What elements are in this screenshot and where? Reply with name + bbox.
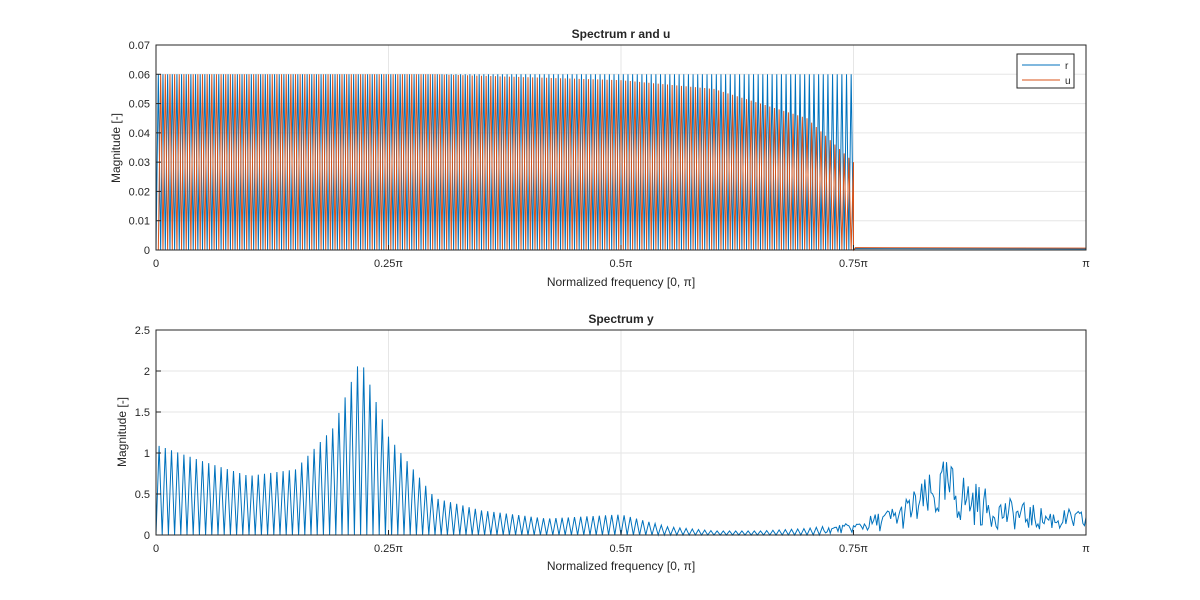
x-tick-label: 0.5π: [610, 258, 633, 270]
x-tick-label: π: [1082, 543, 1090, 555]
x-tick-label: 0.25π: [374, 258, 403, 270]
x-tick-label: 0.75π: [839, 258, 868, 270]
y-tick-label: 0: [144, 530, 150, 542]
chart-title: Spectrum r and u: [572, 27, 671, 41]
series-line-u: [157, 74, 1087, 252]
axes-spectrum-y: 0 0.25π 0.5π 0.75π π00.511.522.5 Spectrum y …: [115, 312, 1090, 573]
x-tick-label: 0: [153, 258, 159, 270]
chart-title: Spectrum y: [588, 312, 654, 326]
series-group: [155, 74, 1087, 252]
y-tick-label: 0.06: [129, 69, 150, 81]
x-axis-label: Normalized frequency [0, π]: [547, 275, 695, 289]
axes-spectrum-r-u: 0 0.25π 0.5π 0.75π π 0 0.01 0.02 0.03 0.04 0.05 0.0…: [109, 27, 1090, 289]
y-tick-label: 0.5: [135, 489, 150, 501]
ticks: 0 0.25π 0.5π 0.75π π 0 0.5 1 1.5 2 2.5: [135, 325, 1091, 555]
y-tick-label: 0.03: [129, 157, 150, 169]
y-tick-label: 2: [144, 366, 150, 378]
y-tick-label: 0.01: [129, 216, 150, 228]
y-axis-label: Magnitude [-]: [115, 397, 129, 467]
legend-box: [1016, 53, 1075, 89]
x-tick-label: 0: [153, 543, 159, 555]
x-axis-label: Normalized frequency [0, π]: [547, 559, 695, 573]
y-axis-label: Magnitude [-]: [109, 113, 123, 183]
y-tick-label: 0.04: [129, 128, 150, 140]
legend: r u: [1016, 53, 1075, 89]
grid: [156, 330, 1086, 535]
legend-label-u: u: [1065, 76, 1071, 87]
ticks: 0 0.25π 0.5π 0.75π π 0 0.01 0.02 0.03 0.04 0.05 0.0…: [129, 40, 1091, 270]
y-tick-label: 1.5: [135, 407, 150, 419]
x-tick-label: 0.25π: [374, 543, 403, 555]
x-tick-label: π: [1082, 258, 1090, 270]
y-tick-label: 0.02: [129, 186, 150, 198]
series-line-r: [155, 74, 1087, 252]
y-tick-label: 0.05: [129, 99, 150, 111]
x-tick-label: 0.75π: [839, 543, 868, 555]
y-tick-label: 0: [144, 245, 150, 257]
y-tick-label: 1: [144, 448, 150, 460]
y-tick-label: 2.5: [135, 325, 150, 337]
x-tick-label: 0.5π: [610, 543, 633, 555]
legend-label-r: r: [1065, 61, 1069, 72]
y-tick-label: 0.07: [129, 40, 150, 52]
